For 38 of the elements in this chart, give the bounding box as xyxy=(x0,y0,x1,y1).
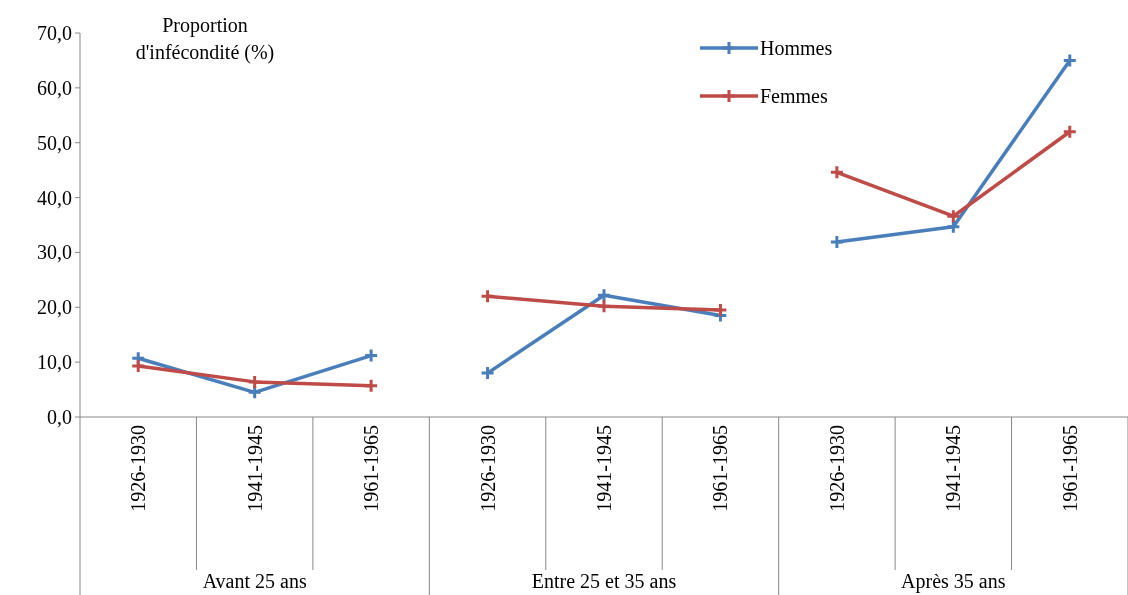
point xyxy=(1062,124,1078,140)
y-tick-label: 20,0 xyxy=(37,296,72,319)
x-tick-label: 1941-1945 xyxy=(593,425,615,512)
point xyxy=(363,348,379,364)
y-tick-label: 70,0 xyxy=(37,22,72,44)
point xyxy=(829,234,845,250)
point xyxy=(829,164,845,180)
y-tick-label: 60,0 xyxy=(37,76,72,99)
point xyxy=(480,365,496,381)
point xyxy=(480,288,496,304)
point xyxy=(1062,52,1078,68)
y-tick-label: 50,0 xyxy=(37,131,72,154)
x-tick-label: 1926-1930 xyxy=(825,425,848,512)
x-tick-label: 1941-1945 xyxy=(243,425,266,512)
y-tick-label: 30,0 xyxy=(37,241,72,264)
x-tick-label: 1961-1965 xyxy=(360,425,383,512)
y-tick-label: 0,0 xyxy=(47,406,72,428)
text: Après 35 ans xyxy=(901,570,1006,593)
point xyxy=(596,287,612,303)
y-tick-label: 40,0 xyxy=(37,186,72,209)
y-axis-title: Proportion d'infécondité (%) xyxy=(135,14,275,64)
x-tick-label: 1941-1945 xyxy=(942,425,965,512)
point xyxy=(130,358,146,374)
x-tick-label: 1961-1965 xyxy=(1058,425,1081,512)
text: Entre 25 et 35 ans xyxy=(531,570,677,592)
legend-label: Femmes xyxy=(760,85,828,107)
legend-label: Hommes xyxy=(760,37,833,59)
x-tick-label: 1961-1965 xyxy=(709,425,732,512)
point xyxy=(363,378,379,394)
point xyxy=(712,302,728,318)
point xyxy=(945,208,961,224)
x-tick-label: 1926-1930 xyxy=(127,425,150,512)
y-tick-label: 10,0 xyxy=(37,351,72,374)
point xyxy=(945,219,961,235)
text: Avant 25 ans xyxy=(202,570,307,592)
x-tick-label: 1926-1930 xyxy=(476,425,499,512)
point xyxy=(596,298,612,314)
point xyxy=(247,374,263,390)
